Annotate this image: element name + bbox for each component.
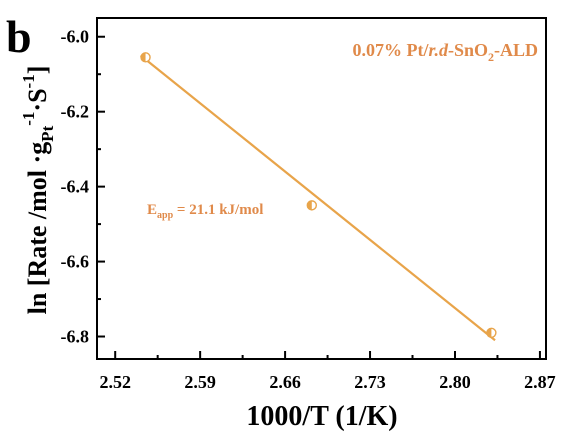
data-point	[486, 327, 497, 338]
x-tick-label: 2.80	[439, 372, 471, 392]
data-point-half-fill	[486, 328, 492, 338]
legend-part-5: -ALD	[494, 40, 538, 60]
x-axis-title: 1000/T (1/K)	[246, 401, 397, 432]
legend-part-1: 0.07% Pt/	[352, 40, 429, 60]
panel-label: b	[6, 11, 32, 62]
data-point	[140, 52, 151, 63]
data-point-half-fill	[141, 52, 146, 62]
fit-line	[139, 54, 496, 342]
y-title-sup1: -1	[19, 112, 38, 126]
legend-part-3: -SnO	[448, 40, 488, 60]
y-title-prefix: ln [Rate /mol ·g	[23, 142, 52, 315]
y-title-sub: Pt	[38, 125, 57, 141]
y-tick-label: -6.8	[61, 327, 90, 347]
y-axis-ticks: -6.0 -6.2 -6.4 -6.6 -6.8	[61, 27, 105, 347]
x-tick-label: 2.59	[184, 372, 216, 392]
data-point	[306, 200, 317, 211]
legend-part-2: r.d	[428, 40, 449, 60]
y-tick-label: -6.4	[61, 177, 90, 197]
y-tick-label: -6.0	[61, 27, 90, 47]
y-title-sup2: -1	[19, 74, 38, 88]
legend-label: 0.07% Pt/r.d-SnO2-ALD	[352, 40, 538, 64]
y-title-suffix: ]	[23, 66, 52, 75]
x-tick-label: 2.52	[99, 372, 131, 392]
data-point-half-fill	[307, 200, 312, 210]
x-axis-ticks: 2.52 2.59 2.66 2.73 2.80 2.87	[99, 351, 556, 392]
annotation-rest: = 21.1 kJ/mol	[173, 202, 263, 218]
y-tick-label: -6.6	[61, 252, 90, 272]
y-tick-label: -6.2	[61, 102, 90, 122]
activation-energy-annotation: Eapp = 21.1 kJ/mol	[147, 202, 263, 221]
x-tick-label: 2.73	[354, 372, 386, 392]
series-group	[139, 52, 497, 342]
y-title-mid: ·S	[23, 88, 52, 111]
x-tick-label: 2.66	[269, 372, 301, 392]
legend-part-4: 2	[488, 50, 494, 64]
annotation-main: E	[147, 202, 157, 218]
x-tick-label: 2.87	[524, 372, 556, 392]
annotation-sub: app	[157, 210, 174, 221]
plot-frame	[96, 17, 547, 360]
y-axis-title: ln [Rate /mol ·gPt-1·S-1]	[19, 66, 57, 315]
